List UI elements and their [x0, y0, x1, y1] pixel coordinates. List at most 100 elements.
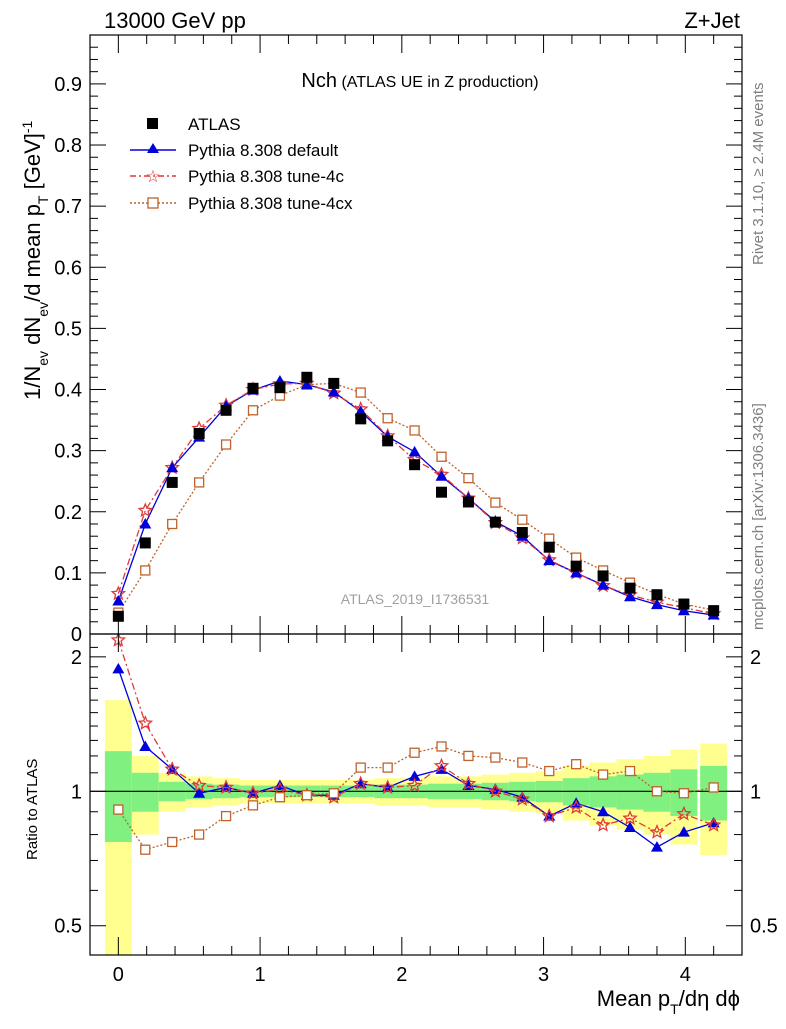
- x-tick-label: 0: [113, 964, 124, 986]
- ratio-point-tune4cx: [544, 765, 555, 777]
- main-point-atlas: [597, 570, 609, 582]
- ratio-frame: [89, 633, 743, 956]
- ratio-point-default: [650, 841, 663, 852]
- main-point-atlas: [220, 404, 232, 416]
- main-point-atlas: [355, 413, 367, 425]
- ratio-point-tune4c: [487, 783, 504, 798]
- main-y-axis-label: 1/Nev dNev/d mean pT [GeV]-1: [19, 120, 51, 400]
- ratio-point-default: [624, 821, 637, 832]
- main-y-tick-label: 0.1: [54, 563, 82, 585]
- ratio-point-default: [408, 770, 421, 781]
- legend-tune4c-label: Pythia 8.308 tune-4c: [188, 167, 344, 186]
- legend-tune4c-marker: ☆: [145, 167, 160, 186]
- ratio-point-tune4c: [541, 807, 557, 823]
- main-point-default: [650, 598, 663, 610]
- main-point-atlas: [193, 428, 205, 440]
- main-y-tick-label: 0.8: [54, 135, 82, 157]
- main-y-tick-label: 0.5: [54, 318, 82, 340]
- ratio-point-default: [677, 826, 690, 837]
- main-point-atlas: [708, 605, 720, 617]
- ratio-point-tune4cx: [597, 769, 609, 780]
- ratio-point-tune4cx: [517, 757, 528, 768]
- header-right: Z+Jet: [684, 8, 740, 33]
- legend-atlas-marker: [147, 118, 158, 129]
- main-point-tune4c: [137, 502, 154, 518]
- plot-title: Nch (ATLAS UE in Z production): [301, 70, 538, 92]
- main-point-tune4cx: [517, 514, 528, 525]
- main-y-tick-label: 0.4: [54, 380, 82, 402]
- ratio-point-tune4c: [379, 779, 396, 795]
- ratio-point-tune4cx: [140, 844, 151, 855]
- x-tick-label: 4: [680, 964, 691, 986]
- x-tick-label: 2: [396, 964, 407, 986]
- ratio-y-tick-label-right: 1: [750, 781, 761, 803]
- main-point-atlas: [274, 382, 286, 394]
- ratio-point-tune4c: [164, 761, 180, 776]
- ratio-point-tune4cx: [274, 792, 286, 803]
- main-point-atlas: [570, 560, 582, 572]
- legend-atlas-label: ATLAS: [188, 115, 241, 134]
- main-point-default: [570, 566, 583, 578]
- main-point-tune4cx: [247, 405, 259, 416]
- ratio-point-tune4c: [137, 715, 154, 730]
- ratio-band-inner: [131, 772, 159, 812]
- main-line-tune4c: [117, 382, 714, 615]
- main-point-default: [624, 590, 637, 602]
- ratio-point-tune4cx: [382, 762, 393, 773]
- main-point-tune4cx: [382, 413, 393, 424]
- ratio-point-tune4c: [433, 757, 450, 773]
- main-point-atlas: [624, 582, 636, 594]
- main-point-atlas: [489, 516, 501, 528]
- ratio-point-tune4cx: [355, 762, 366, 773]
- ratio-point-tune4cx: [220, 810, 232, 822]
- ratio-y-tick-label-left: 2: [71, 647, 82, 669]
- main-y-tick-label: 0.9: [54, 74, 82, 96]
- rivet-label: Rivet 3.1.10, ≥ 2.4M events: [750, 83, 767, 266]
- ratio-point-tune4c: [676, 805, 692, 821]
- main-point-tune4cx: [355, 387, 366, 398]
- x-tick-label: 1: [255, 964, 266, 986]
- ratio-uncertainty-bands: [104, 700, 728, 955]
- main-series-layer: [110, 371, 722, 622]
- ratio-point-tune4cx: [328, 788, 339, 799]
- main-point-atlas: [382, 435, 394, 447]
- ratio-point-tune4c: [460, 775, 477, 791]
- plot-title-main: Nch: [301, 70, 337, 92]
- main-point-tune4cx: [409, 425, 420, 436]
- ratio-point-tune4c: [514, 791, 531, 806]
- main-point-tune4cx: [167, 518, 178, 530]
- ratio-y-tick-label-right: 2: [750, 647, 761, 669]
- main-point-atlas: [166, 476, 178, 488]
- mcplots-label: mcplots.cern.ch [arXiv:1306.3436]: [750, 403, 767, 630]
- ratio-y-tick-label-left: 0.5: [54, 916, 82, 938]
- main-line-tune4cx: [117, 382, 714, 613]
- main-y-tick-label: 0.3: [54, 441, 82, 463]
- ratio-point-tune4cx: [113, 804, 124, 815]
- main-point-default: [112, 594, 125, 606]
- ratio-point-tune4c: [406, 777, 423, 793]
- ratio-point-tune4cx: [490, 752, 501, 763]
- ratio-point-tune4cx: [624, 765, 636, 777]
- main-y-tick-label: 0.6: [54, 257, 82, 279]
- legend: ATLAS Pythia 8.308 default ☆ Pythia 8.30…: [130, 115, 353, 213]
- ratio-point-tune4c: [245, 784, 261, 800]
- x-axis-label: Mean pT/dη dϕ: [597, 986, 740, 1017]
- axes-layer: 00.10.20.30.40.50.60.70.80.90.5 0.51 12 20 1…: [54, 34, 778, 986]
- main-point-atlas: [462, 496, 474, 508]
- ratio-point-tune4cx: [167, 836, 178, 848]
- main-point-default: [300, 378, 313, 390]
- ratio-point-tune4cx: [571, 759, 582, 770]
- ratio-point-tune4c: [622, 810, 638, 825]
- legend-default-label: Pythia 8.308 default: [188, 141, 339, 160]
- main-point-tune4cx: [463, 472, 474, 484]
- ratio-point-default: [597, 805, 610, 817]
- main-point-default: [408, 445, 421, 457]
- ratio-point-tune4cx: [651, 786, 663, 797]
- ratio-point-tune4cx: [193, 829, 205, 840]
- header-left: 13000 GeV pp: [104, 8, 246, 33]
- main-point-atlas: [328, 377, 340, 389]
- main-point-tune4cx: [140, 565, 151, 576]
- ratio-y-tick-label-left: 1: [71, 781, 82, 803]
- ratio-band-inner: [700, 765, 728, 821]
